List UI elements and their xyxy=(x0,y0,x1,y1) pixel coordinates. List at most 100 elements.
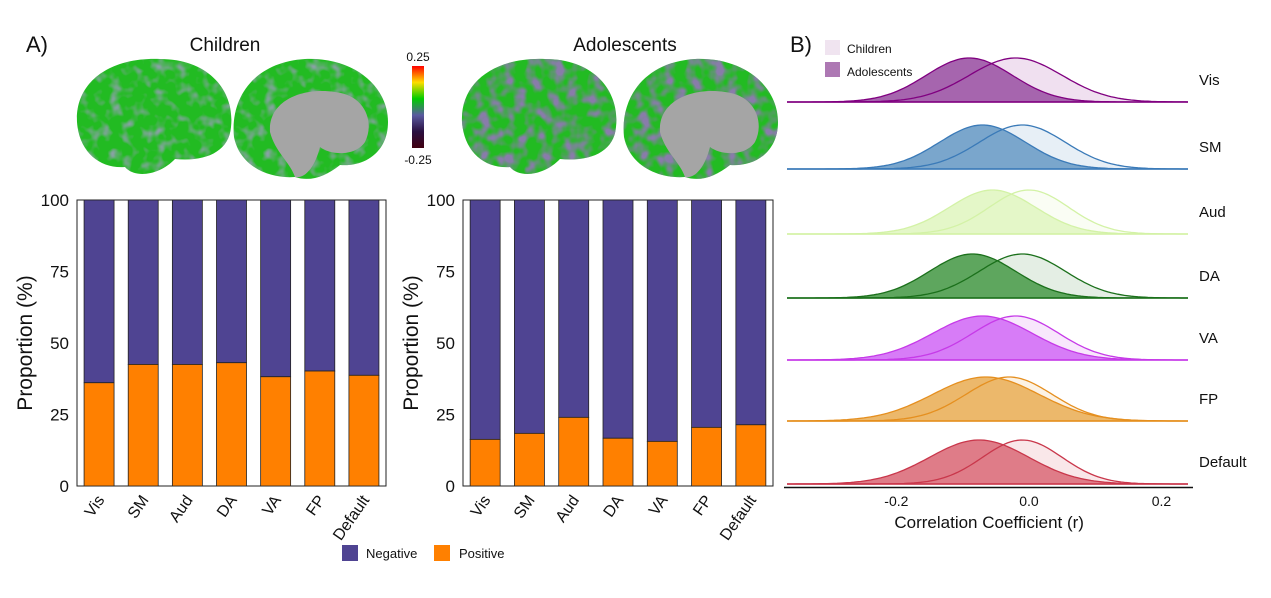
brain-medial-wall xyxy=(659,91,759,178)
y-tick-label: 25 xyxy=(50,406,69,425)
bar-positive-da xyxy=(216,362,247,487)
x-tick-label: DA xyxy=(214,492,241,520)
legend-negative-label: Negative xyxy=(366,546,417,561)
bar-positive-va xyxy=(260,376,292,487)
network-label: Aud xyxy=(1199,204,1226,221)
bar-positive-aud xyxy=(171,364,203,487)
bar-negative-da xyxy=(216,199,247,364)
x-tick-label: Default xyxy=(330,492,373,544)
x-tick-label: FP xyxy=(303,493,329,520)
brain-surface-maps xyxy=(76,58,778,179)
x-tick-label: 0.2 xyxy=(1152,493,1172,509)
y-tick-label: 100 xyxy=(427,191,455,210)
y-axis-label: Proportion (%) xyxy=(14,275,37,410)
x-tick-label: DA xyxy=(601,492,628,520)
bar-negative-aud xyxy=(558,199,590,418)
y-tick-label: 100 xyxy=(41,191,69,210)
ridge-sm: SM xyxy=(787,124,1222,170)
bar-positive-aud xyxy=(558,416,590,487)
y-tick-label: 75 xyxy=(50,263,69,282)
bar-positive-sm xyxy=(514,432,545,487)
bar-negative-default xyxy=(348,199,380,376)
y-tick-label: 0 xyxy=(60,477,69,496)
ridge-fp: FP xyxy=(787,376,1218,422)
x-tick-label: -0.2 xyxy=(884,493,908,509)
ridge-da: DA xyxy=(787,253,1220,299)
bar-positive-default xyxy=(735,424,767,487)
children-brain-title: Children xyxy=(190,35,261,56)
x-tick-label: 0.0 xyxy=(1019,493,1039,509)
network-label: Vis xyxy=(1199,72,1220,89)
legend-children-label: Children xyxy=(847,42,892,56)
density-ridgeline-chart: Vis SM Aud DA VA FP Default -0.2 0.0 0.2 Correlati… xyxy=(784,40,1247,532)
children-bar-chart: 0 25 50 75 100 Proportion (%) Vis SM Aud DA VA FP De… xyxy=(14,191,387,544)
bar-negative-fp xyxy=(304,199,336,372)
bar-negative-default xyxy=(735,199,767,426)
x-tick-label: Aud xyxy=(553,493,583,526)
adolescents-brain-title: Adolescents xyxy=(573,35,677,56)
legend-adolescents-label: Adolescents xyxy=(847,65,912,79)
y-tick-label: 75 xyxy=(436,263,455,282)
children-medial-brain xyxy=(233,58,388,179)
x-tick-label: Vis xyxy=(82,493,109,521)
bar-positive-vis xyxy=(83,382,115,487)
x-tick-label: SM xyxy=(511,493,539,522)
adolescents-density xyxy=(787,439,1188,485)
adolescents-density xyxy=(787,124,1188,170)
y-axis-label: Proportion (%) xyxy=(400,275,423,410)
bar-positive-sm xyxy=(127,364,159,487)
panel-a-label: A) xyxy=(26,32,48,57)
brain-negative-pattern xyxy=(76,58,232,174)
bar-negative-va xyxy=(260,199,292,378)
network-label: VA xyxy=(1199,330,1218,347)
x-tick-label: VA xyxy=(646,492,672,519)
x-tick-label: FP xyxy=(690,493,716,520)
adolescents-density xyxy=(787,253,1188,299)
network-label: FP xyxy=(1199,391,1218,408)
y-tick-label: 50 xyxy=(50,334,69,353)
network-label: DA xyxy=(1199,268,1220,285)
children-lateral-brain xyxy=(76,58,232,174)
legend-negative-swatch xyxy=(342,545,358,561)
bar-positive-fp xyxy=(304,370,336,487)
adolescents-density xyxy=(787,376,1188,422)
bar-negative-vis xyxy=(83,199,115,384)
x-axis-label: Correlation Coefficient (r) xyxy=(894,513,1084,532)
y-tick-label: 25 xyxy=(436,406,455,425)
bar-negative-fp xyxy=(691,199,722,428)
adolescents-density xyxy=(787,189,1188,235)
bar-positive-fp xyxy=(691,426,722,487)
bar-negative-va xyxy=(646,199,678,442)
ridge-vis: Vis xyxy=(787,57,1220,103)
colorbar-min-label: -0.25 xyxy=(404,153,432,167)
legend-positive-label: Positive xyxy=(459,546,505,561)
legend-children-swatch xyxy=(825,40,840,55)
y-tick-label: 50 xyxy=(436,334,455,353)
legend-adolescents-swatch xyxy=(825,62,840,77)
brain-medial-wall xyxy=(269,91,369,178)
y-tick-label: 0 xyxy=(446,477,455,496)
colorbar xyxy=(412,66,424,148)
colorbar-max-label: 0.25 xyxy=(406,50,430,64)
bar-negative-vis xyxy=(469,199,501,440)
ridge-va: VA xyxy=(787,315,1218,361)
legend-positive-swatch xyxy=(434,545,450,561)
bar-positive-vis xyxy=(469,438,501,487)
x-tick-label: Default xyxy=(717,492,760,544)
ridge-default: Default xyxy=(787,439,1247,485)
adolescents-density xyxy=(787,315,1188,361)
bar-legend: Negative Positive xyxy=(342,545,505,561)
adolescents-lateral-brain xyxy=(461,58,617,174)
adolescents-medial-brain xyxy=(623,58,778,179)
bar-negative-sm xyxy=(514,199,545,434)
x-tick-label: VA xyxy=(259,492,285,519)
x-tick-label: SM xyxy=(125,493,153,522)
bar-negative-sm xyxy=(127,199,159,365)
x-tick-label: Aud xyxy=(166,493,196,526)
bar-positive-va xyxy=(646,440,678,487)
adolescents-bar-chart: 0 25 50 75 100 Proportion (%) Vis SM Aud DA VA FP De… xyxy=(400,191,774,544)
bar-negative-aud xyxy=(171,199,203,365)
panel-b-label: B) xyxy=(790,32,812,57)
